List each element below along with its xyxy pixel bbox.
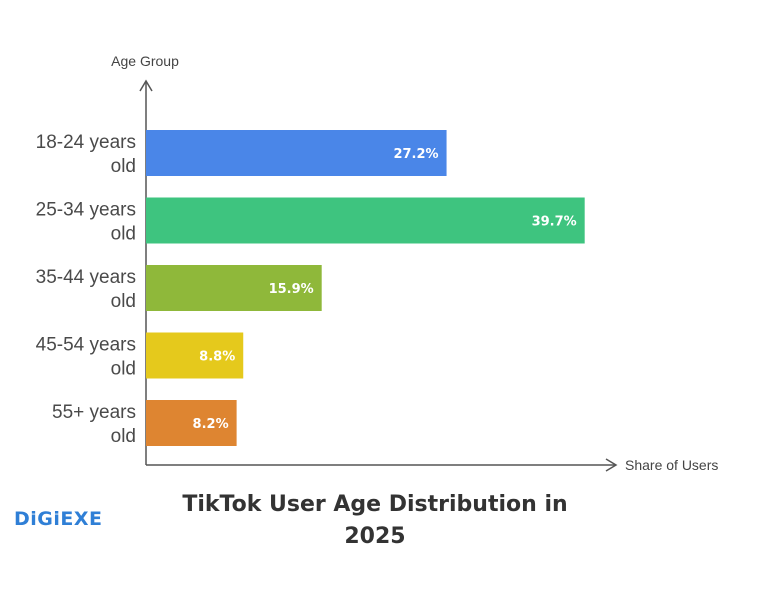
category-label: 35-44 years: [36, 267, 136, 288]
category-label: 45-54 years: [36, 335, 136, 356]
bar-1: [146, 130, 447, 176]
y-axis-arrow: [139, 79, 153, 92]
bars: 27.2% 18-24 years old 39.7% 25-34 years old 15…: [36, 130, 585, 447]
category-label: old: [111, 156, 136, 177]
bar-2: [146, 197, 585, 244]
brand-logo: DiGiEXE: [14, 508, 103, 530]
category-label: 18-24 years: [36, 132, 136, 153]
category-label: old: [111, 426, 136, 447]
y-axis-title: Age Group: [111, 53, 179, 69]
category-label: old: [111, 224, 136, 245]
category-label: 25-34 years: [36, 200, 136, 221]
bar-value-label: 27.2%: [393, 147, 438, 162]
bar-4: [146, 332, 244, 379]
category-label: old: [111, 359, 136, 380]
bar-value-label: 8.8%: [199, 350, 235, 365]
bar-value-label: 39.7%: [532, 215, 577, 230]
x-axis-title: Share of Users: [625, 457, 718, 473]
category-label: old: [111, 291, 136, 312]
chart-title: TikTok User Age Distribution in 2025: [182, 492, 568, 549]
bar-value-label: 8.2%: [193, 417, 229, 432]
bar-value-label: 15.9%: [269, 282, 314, 297]
x-axis-arrow: [605, 458, 618, 472]
bar-3: [146, 265, 322, 311]
category-label: 55+ years: [52, 402, 136, 423]
bar-5: [146, 400, 237, 446]
